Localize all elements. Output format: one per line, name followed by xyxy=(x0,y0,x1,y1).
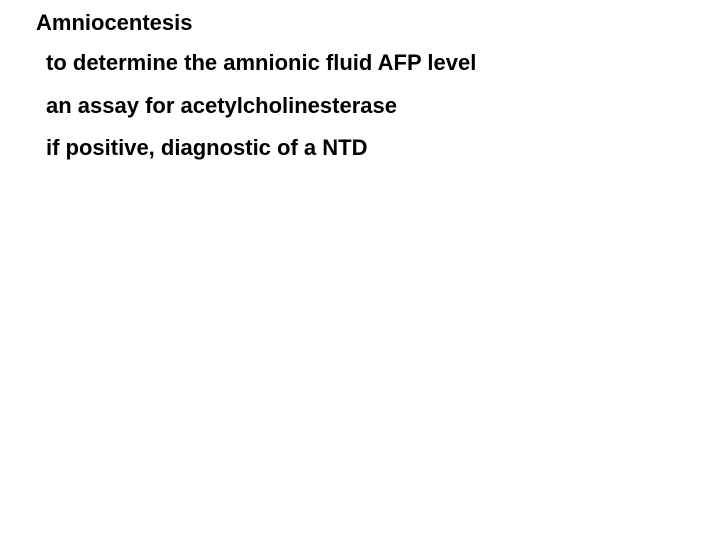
slide: Amniocentesis to determine the amnionic … xyxy=(0,0,720,540)
bullet-item: to determine the amnionic fluid AFP leve… xyxy=(46,50,720,76)
bullet-item: an assay for acetylcholinesterase xyxy=(46,93,720,119)
slide-title: Amniocentesis xyxy=(36,10,720,36)
bullet-item: if positive, diagnostic of a NTD xyxy=(46,135,720,161)
